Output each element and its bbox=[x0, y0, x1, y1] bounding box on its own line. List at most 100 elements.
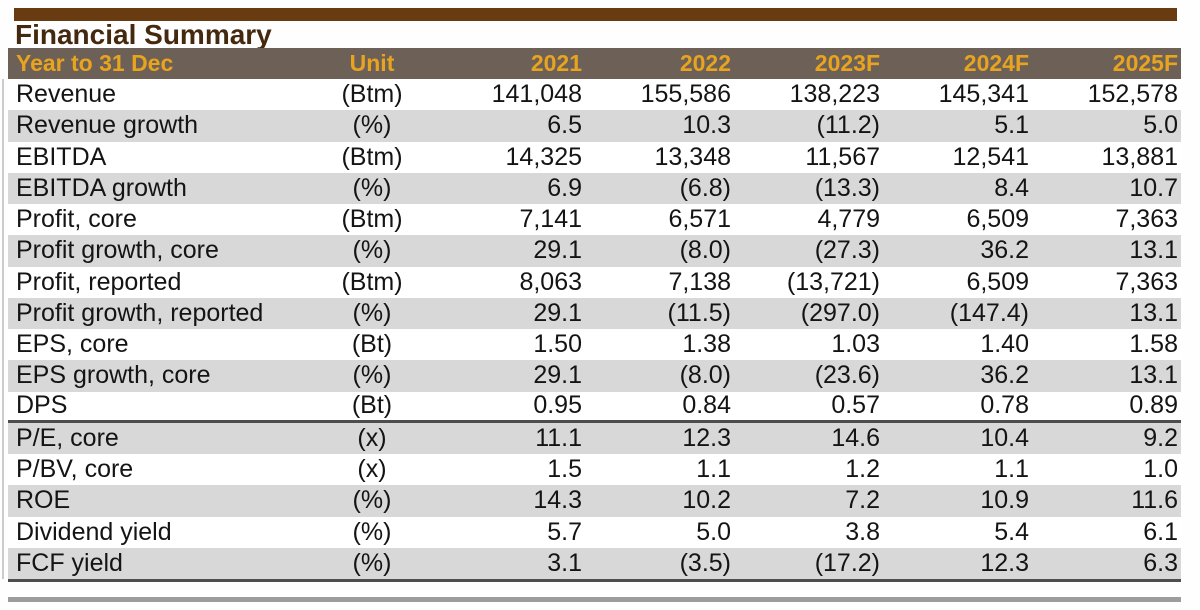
table-row: EPS, core (Bt) 1.50 1.38 1.03 1.40 1.58 bbox=[8, 329, 1181, 361]
table-row: EPS growth, core (%) 29.1 (8.0) (23.6) 36.2 13… bbox=[8, 360, 1181, 392]
financial-summary-table: Year to 31 Dec Unit 2021 2022 2023F 2024… bbox=[8, 48, 1181, 582]
cell-value: 29.1 bbox=[533, 298, 582, 327]
table-row: Profit growth, reported (%) 29.1 (11.5) (297… bbox=[8, 297, 1181, 329]
row-label: ROE bbox=[16, 486, 71, 515]
row-label: Dividend yield bbox=[16, 517, 172, 546]
cell-value: 3.1 bbox=[547, 548, 582, 577]
cell-value: 7.2 bbox=[845, 486, 880, 515]
cell-value: 10.4 bbox=[980, 423, 1029, 452]
bottom-rule bbox=[8, 597, 1181, 602]
cell-value: (8.0) bbox=[679, 361, 731, 390]
cell-value: (8.0) bbox=[679, 236, 731, 265]
row-unit: (Btm) bbox=[341, 80, 403, 109]
cell-value: 29.1 bbox=[533, 236, 582, 265]
cell-value: 0.95 bbox=[533, 391, 582, 420]
cell-value: 1.58 bbox=[1129, 330, 1178, 359]
row-unit: (%) bbox=[352, 486, 392, 515]
table-row: Dividend yield (%) 5.7 5.0 3.8 5.4 6.1 bbox=[8, 516, 1181, 548]
row-label: FCF yield bbox=[16, 548, 123, 577]
table-header-row: Year to 31 Dec Unit 2021 2022 2023F 2024… bbox=[8, 48, 1181, 79]
section-title: Financial Summary bbox=[15, 19, 272, 50]
cell-value: (13,721) bbox=[786, 267, 880, 296]
cell-value: 5.1 bbox=[994, 111, 1029, 140]
row-unit: (x) bbox=[357, 423, 387, 452]
row-label: Profit growth, reported bbox=[16, 298, 264, 327]
row-unit: (Btm) bbox=[341, 142, 403, 171]
row-unit: (%) bbox=[352, 298, 392, 327]
row-label: EPS, core bbox=[16, 330, 129, 359]
table-row: P/BV, core (x) 1.5 1.1 1.2 1.1 1.0 bbox=[8, 454, 1181, 486]
top-accent-bar bbox=[14, 8, 1177, 21]
cell-value: 5.0 bbox=[696, 517, 731, 546]
row-unit: (Bt) bbox=[351, 330, 393, 359]
header-year-2022: 2022 bbox=[679, 50, 731, 76]
cell-value: (11.5) bbox=[667, 298, 731, 327]
row-unit: (%) bbox=[352, 236, 392, 265]
cell-value: (147.4) bbox=[949, 298, 1029, 327]
row-label: EPS growth, core bbox=[16, 361, 211, 390]
table-row: Revenue (Btm) 141,048 155,586 138,223 145,341… bbox=[8, 79, 1181, 111]
cell-value: 1.2 bbox=[845, 455, 880, 484]
cell-value: 8.4 bbox=[994, 173, 1029, 202]
cell-value: 6.5 bbox=[547, 111, 582, 140]
cell-value: 7,141 bbox=[519, 205, 582, 234]
cell-value: 145,341 bbox=[938, 80, 1029, 109]
cell-value: 10.2 bbox=[682, 486, 731, 515]
header-unit: Unit bbox=[349, 50, 395, 76]
cell-value: 14,325 bbox=[505, 142, 582, 171]
row-unit: (%) bbox=[352, 173, 392, 202]
cell-value: 10.3 bbox=[682, 111, 731, 140]
cell-value: 152,578 bbox=[1087, 80, 1178, 109]
row-unit: (%) bbox=[352, 548, 392, 577]
cell-value: 11,567 bbox=[805, 142, 880, 171]
cell-value: 12.3 bbox=[682, 423, 731, 452]
cell-value: 0.84 bbox=[682, 391, 731, 420]
cell-value: (23.6) bbox=[814, 361, 880, 390]
table-left-border bbox=[2, 79, 4, 579]
row-unit: (%) bbox=[352, 111, 392, 140]
cell-value: 1.1 bbox=[696, 455, 731, 484]
cell-value: 14.6 bbox=[831, 423, 880, 452]
row-unit: (Btm) bbox=[341, 205, 403, 234]
cell-value: 1.50 bbox=[533, 330, 582, 359]
cell-value: 141,048 bbox=[491, 80, 582, 109]
cell-value: 1.03 bbox=[831, 330, 880, 359]
table-row: Revenue growth (%) 6.5 10.3 (11.2) 5.1 5.0 bbox=[8, 110, 1181, 142]
table-row: Profit, reported (Btm) 8,063 7,138 (13,721) 6… bbox=[8, 266, 1181, 298]
table-row: EBITDA (Btm) 14,325 13,348 11,567 12,541 13,88… bbox=[8, 141, 1181, 173]
cell-value: 10.7 bbox=[1129, 173, 1178, 202]
cell-value: 1.0 bbox=[1143, 455, 1178, 484]
cell-value: 7,363 bbox=[1115, 267, 1178, 296]
cell-value: 13.1 bbox=[1129, 236, 1178, 265]
cell-value: 11.6 bbox=[1131, 486, 1178, 515]
cell-value: 7,138 bbox=[668, 267, 731, 296]
row-label: DPS bbox=[16, 391, 68, 420]
cell-value: (17.2) bbox=[814, 548, 880, 577]
cell-value: 1.40 bbox=[980, 330, 1029, 359]
cell-value: 5.7 bbox=[547, 517, 582, 546]
cell-value: 1.1 bbox=[994, 455, 1029, 484]
table-row: FCF yield (%) 3.1 (3.5) (17.2) 12.3 6.3 bbox=[8, 547, 1181, 579]
table-row: EBITDA growth (%) 6.9 (6.8) (13.3) 8.4 10.7 bbox=[8, 172, 1181, 204]
cell-value: 0.78 bbox=[980, 391, 1029, 420]
cell-value: (27.3) bbox=[814, 236, 880, 265]
cell-value: 7,363 bbox=[1115, 205, 1178, 234]
cell-value: 0.57 bbox=[831, 391, 880, 420]
cell-value: 36.2 bbox=[980, 361, 1029, 390]
cell-value: 0.89 bbox=[1129, 391, 1178, 420]
cell-value: (11.2) bbox=[816, 111, 880, 140]
cell-value: 29.1 bbox=[533, 361, 582, 390]
cell-value: 1.38 bbox=[682, 330, 731, 359]
header-year-2023f: 2023F bbox=[814, 50, 880, 76]
cell-value: 12.3 bbox=[980, 548, 1029, 577]
table-row: ROE (%) 14.3 10.2 7.2 10.9 11.6 bbox=[8, 485, 1181, 517]
cell-value: (297.0) bbox=[800, 298, 880, 327]
header-year-2021: 2021 bbox=[530, 50, 582, 76]
cell-value: 11.1 bbox=[535, 423, 582, 452]
table-body: Revenue (Btm) 141,048 155,586 138,223 145,341… bbox=[8, 79, 1181, 582]
cell-value: 6.3 bbox=[1143, 548, 1178, 577]
cell-value: 6.9 bbox=[547, 173, 582, 202]
row-label: Profit, core bbox=[16, 205, 137, 234]
row-label: EBITDA growth bbox=[16, 173, 187, 202]
cell-value: 1.5 bbox=[547, 455, 582, 484]
